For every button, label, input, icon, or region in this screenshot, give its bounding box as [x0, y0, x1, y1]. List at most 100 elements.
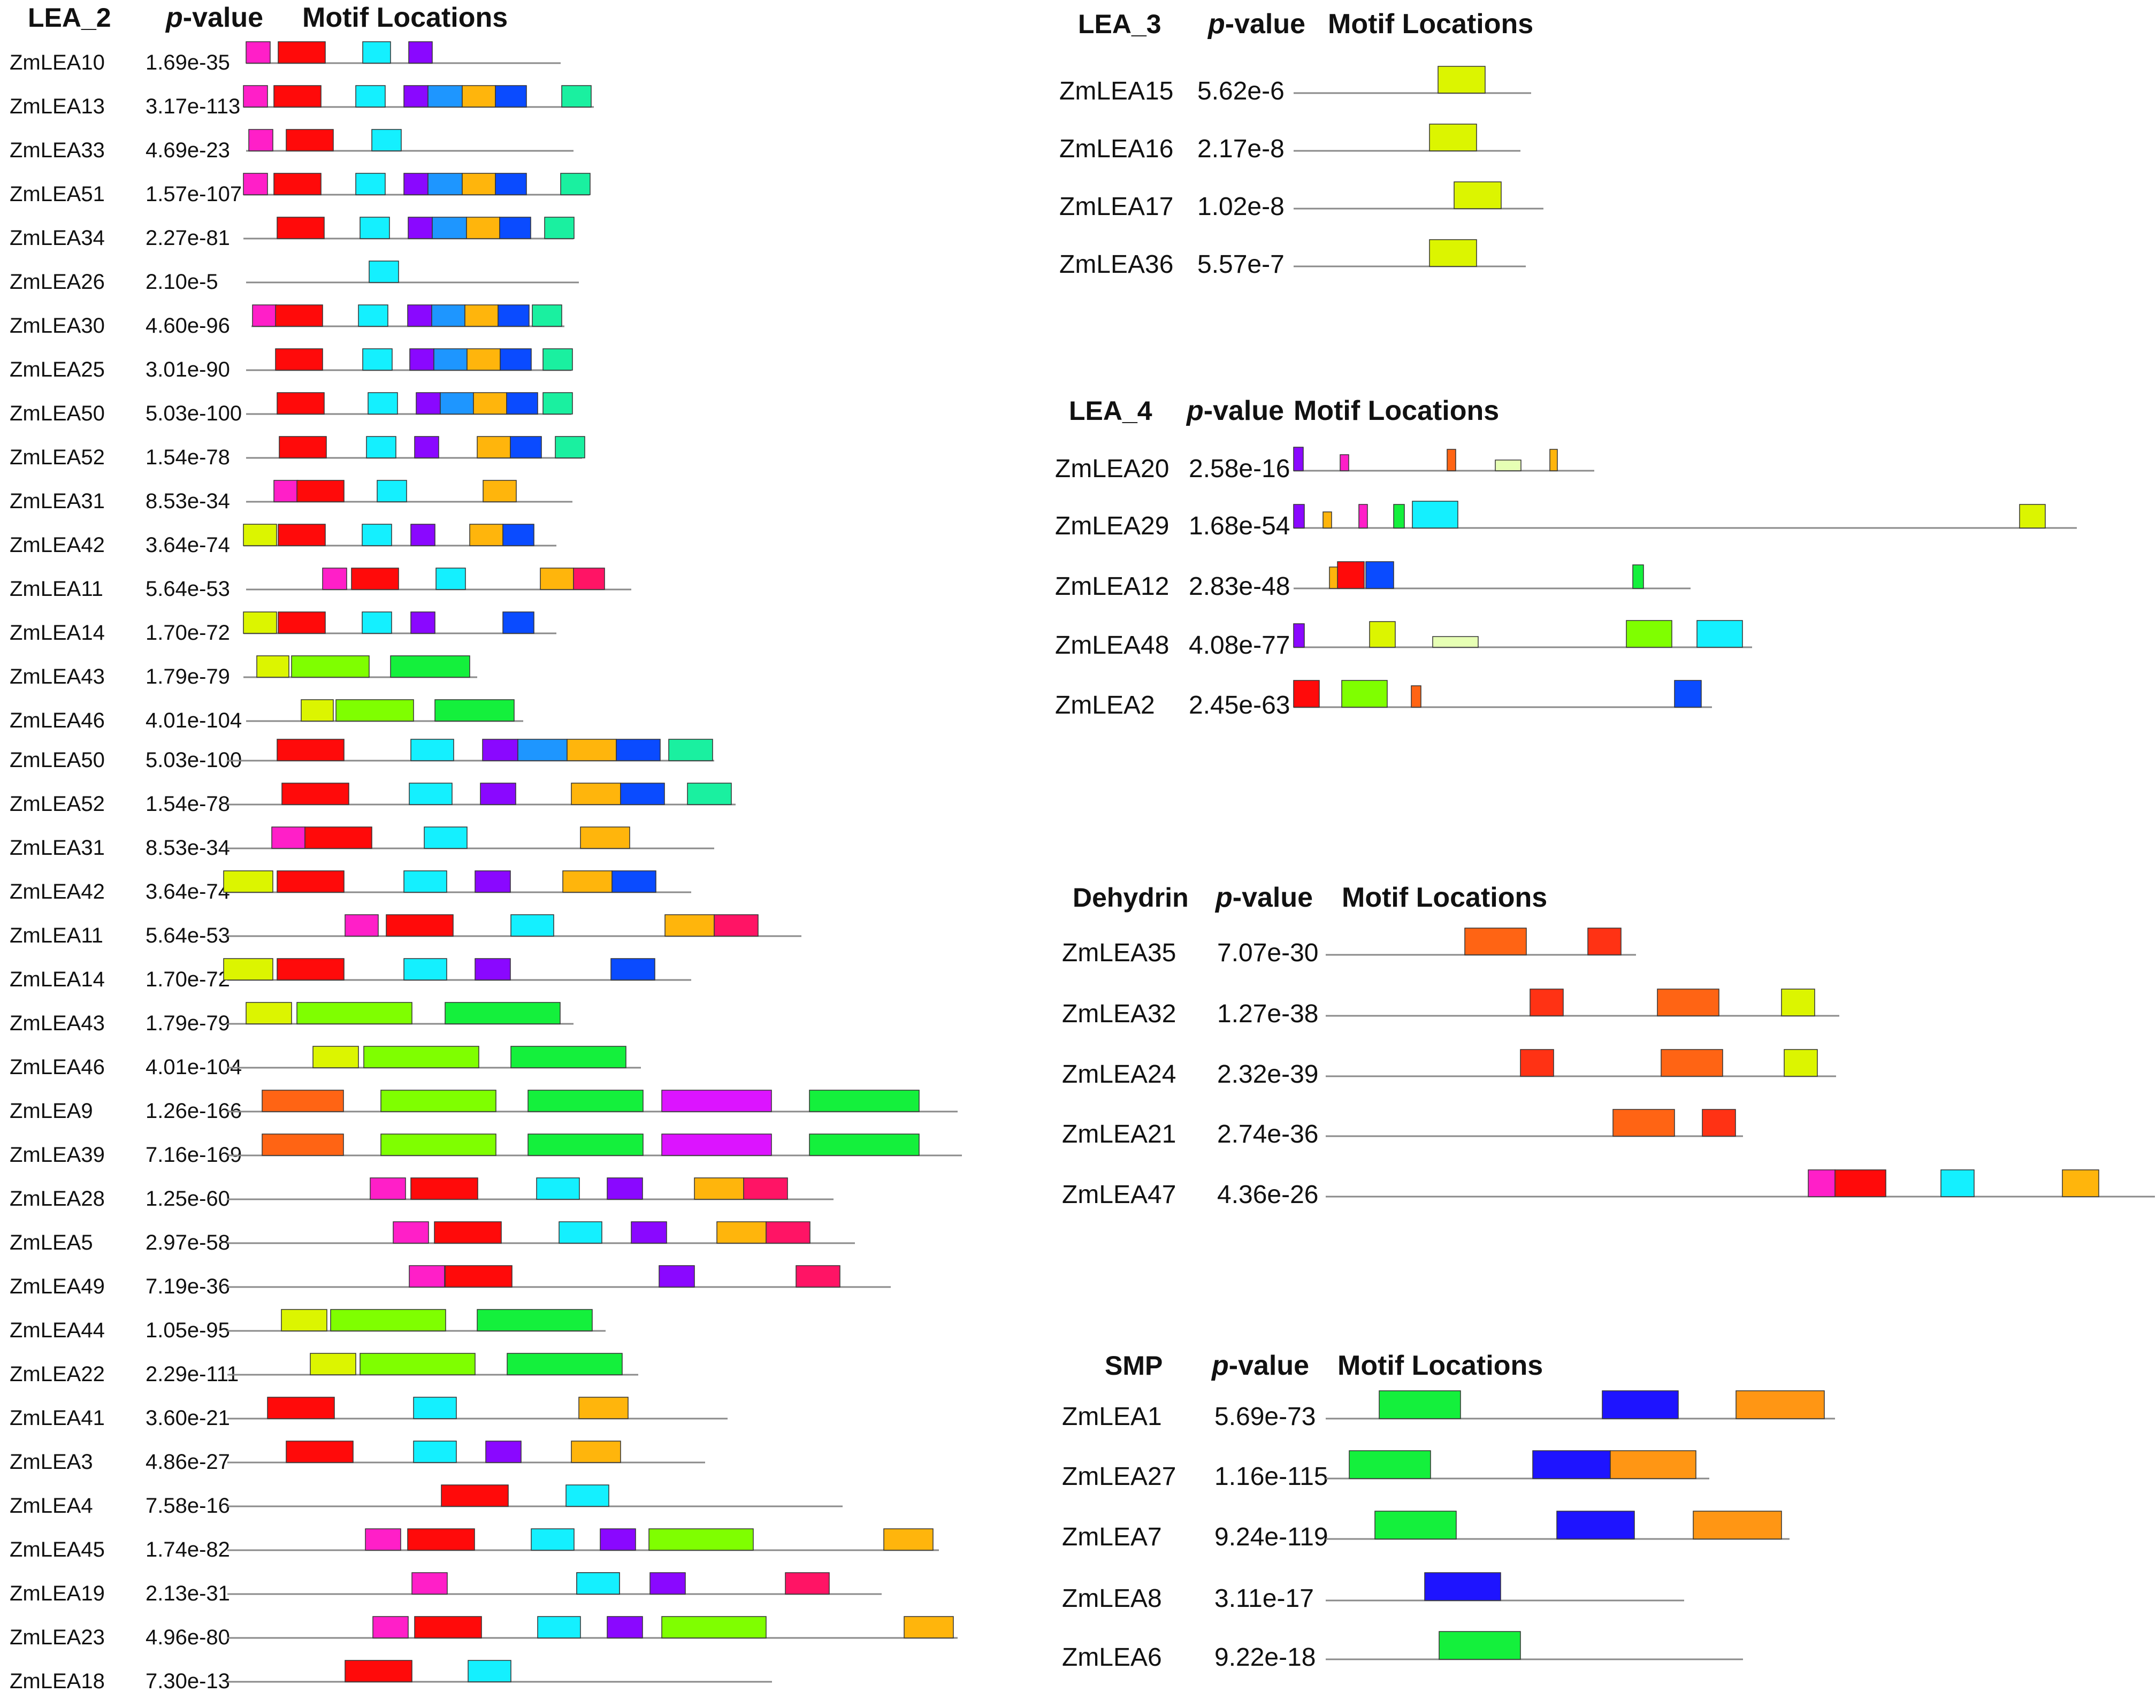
- motif-box: [403, 870, 447, 893]
- motif-box: [766, 1221, 811, 1244]
- gene-name: ZmLEA42: [10, 533, 105, 557]
- gene-row: ZmLEA12 2.83e-48: [1055, 561, 1691, 601]
- gene-name: ZmLEA6: [1062, 1643, 1162, 1672]
- motif-box: [610, 958, 655, 981]
- gene-name: ZmLEA32: [1062, 1000, 1176, 1028]
- motif-box: [291, 655, 370, 678]
- motif-box: [277, 958, 345, 981]
- group-title: LEA_3: [1078, 9, 1161, 39]
- gene-row: ZmLEA36 5.57e-7: [1059, 239, 1526, 279]
- motif-box: [427, 85, 463, 108]
- motif-box: [607, 1616, 643, 1638]
- motif-box: [1379, 1390, 1461, 1419]
- motif-box: [445, 1002, 561, 1024]
- gene-row: ZmLEA49 7.19e-36: [10, 1265, 891, 1298]
- motif-box: [473, 392, 507, 415]
- motif-box: [416, 392, 441, 415]
- gene-row: ZmLEA31 8.53e-34: [10, 826, 714, 860]
- gene-row: ZmLEA29 1.68e-54: [1055, 501, 2077, 540]
- motif-box: [390, 655, 470, 678]
- gene-row: ZmLEA11 5.64e-53: [10, 914, 801, 947]
- gene-row: ZmLEA47 4.36e-26: [1062, 1169, 2155, 1209]
- motif-box: [393, 1221, 429, 1244]
- p-value: 2.13e-31: [146, 1582, 230, 1605]
- motif-box: [1322, 511, 1332, 529]
- gene-row: ZmLEA34 2.27e-81: [10, 217, 575, 250]
- gene-name: ZmLEA5: [10, 1231, 93, 1254]
- motif-box: [1808, 1169, 1836, 1197]
- p-value-header-suffix: -value: [1204, 395, 1284, 426]
- gene-row: ZmLEA7 9.24e-119: [1062, 1511, 1790, 1551]
- motif-box: [1612, 1109, 1675, 1137]
- gene-name: ZmLEA26: [10, 270, 105, 294]
- motif-box: [2062, 1169, 2099, 1197]
- p-value: 5.62e-6: [1197, 77, 1285, 105]
- p-value: 2.45e-63: [1189, 691, 1290, 719]
- gene-name: ZmLEA21: [1062, 1120, 1176, 1148]
- motif-box: [1411, 685, 1421, 708]
- gene-row: ZmLEA18 7.30e-13: [10, 1660, 772, 1693]
- motif-box: [252, 304, 277, 327]
- motif-box: [1293, 504, 1305, 529]
- p-value: 4.08e-77: [1189, 631, 1290, 660]
- p-value: 2.32e-39: [1217, 1060, 1319, 1089]
- gene-name: ZmLEA18: [10, 1669, 105, 1693]
- motif-box: [468, 1660, 511, 1682]
- p-value: 1.54e-78: [146, 792, 230, 816]
- gene-row: ZmLEA46 4.01e-104: [10, 1046, 641, 1079]
- motif-box: [368, 392, 398, 415]
- p-value: 7.19e-36: [146, 1275, 230, 1298]
- motif-box: [661, 1616, 767, 1638]
- motif-box: [510, 436, 542, 458]
- motif-box: [277, 739, 345, 761]
- p-value: 5.03e-100: [146, 748, 242, 772]
- gene-name: ZmLEA36: [1059, 250, 1173, 279]
- gene-row: ZmLEA2 2.45e-63: [1055, 680, 1712, 719]
- gene-row: ZmLEA10 1.69e-35: [10, 41, 561, 74]
- gene-name: ZmLEA49: [10, 1275, 105, 1298]
- motif-box: [2019, 504, 2046, 529]
- motif-box: [277, 217, 325, 239]
- motif-box: [659, 1265, 695, 1288]
- motif-box: [403, 85, 429, 108]
- gene-row: ZmLEA35 7.07e-30: [1062, 928, 1636, 967]
- gene-name: ZmLEA46: [10, 709, 105, 732]
- motif-box: [271, 826, 305, 849]
- gene-row: ZmLEA14 1.70e-72: [10, 958, 691, 991]
- gene-row: ZmLEA14 1.70e-72: [10, 611, 556, 645]
- gene-name: ZmLEA52: [10, 792, 105, 816]
- gene-name: ZmLEA2: [1055, 691, 1155, 719]
- motif-box: [537, 1616, 581, 1638]
- gene-name: ZmLEA30: [10, 314, 105, 338]
- motif-box: [1610, 1450, 1696, 1479]
- gene-row: ZmLEA15 5.62e-6: [1059, 66, 1531, 105]
- motif-box: [301, 699, 334, 722]
- motif-box: [1674, 680, 1702, 708]
- motif-box: [883, 1528, 934, 1551]
- motif-box: [510, 914, 554, 937]
- motif-box: [243, 85, 268, 108]
- motif-box: [1520, 1049, 1554, 1077]
- p-value: 9.24e-119: [1214, 1523, 1328, 1551]
- motif-box: [1374, 1511, 1457, 1540]
- motif-box: [410, 611, 435, 634]
- gene-name: ZmLEA13: [10, 95, 105, 118]
- motif-box: [542, 392, 573, 415]
- motif-box: [1495, 459, 1522, 471]
- motif-box: [904, 1616, 954, 1638]
- p-value: 2.74e-36: [1217, 1120, 1319, 1148]
- gene-row: ZmLEA45 1.74e-82: [10, 1528, 939, 1561]
- motif-box: [322, 568, 347, 590]
- motif-box: [262, 1090, 344, 1112]
- motif-box: [1438, 66, 1486, 94]
- gene-row: ZmLEA44 1.05e-95: [10, 1309, 606, 1342]
- p-value: 1.79e-79: [146, 665, 230, 688]
- motif-box: [1358, 504, 1368, 529]
- motif-box: [312, 1046, 359, 1068]
- gene-row: ZmLEA27 1.16e-115: [1062, 1450, 1709, 1491]
- p-value: 8.53e-34: [146, 836, 230, 860]
- motif-box: [578, 1397, 629, 1419]
- gene-name: ZmLEA25: [10, 358, 105, 381]
- motif-box: [464, 304, 499, 327]
